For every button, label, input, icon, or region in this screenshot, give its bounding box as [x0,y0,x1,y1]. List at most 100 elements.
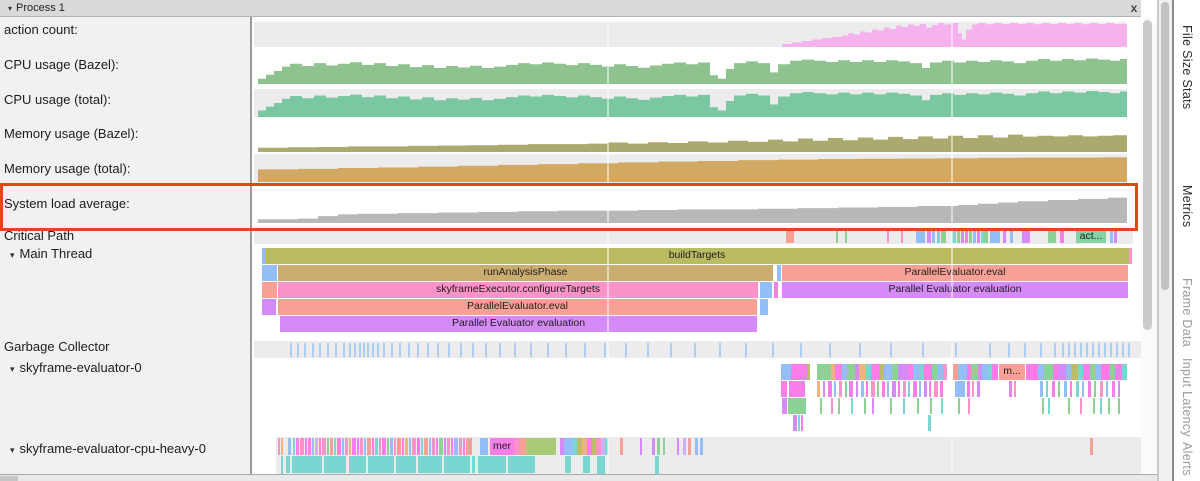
counter-chart-action-count[interactable] [258,22,1127,47]
trace-slice-parallel-evaluator-evaluation[interactable]: Parallel Evaluator evaluation [782,282,1128,298]
gc-tick[interactable] [625,343,627,357]
trace-slice[interactable] [342,438,344,455]
gc-tick[interactable] [1040,343,1042,357]
trace-slice[interactable] [688,438,691,455]
trace-slice[interactable] [1088,381,1091,397]
trace-slice[interactable] [1026,364,1038,380]
gc-tick[interactable] [745,343,747,357]
trace-slice[interactable] [839,381,842,397]
tab-frame-data[interactable]: Frame Data [1180,278,1194,347]
trace-slice[interactable] [402,438,404,455]
gc-tick[interactable] [290,343,292,357]
trace-slice-m[interactable]: m... [999,364,1025,380]
trace-slice[interactable] [898,364,908,380]
trace-slice[interactable] [924,364,932,380]
counter-chart-cpu-usage-total[interactable] [258,89,1127,117]
trace-slice[interactable] [605,438,608,455]
trace-slice[interactable] [969,230,972,243]
trace-slice[interactable] [1078,364,1083,380]
trace-slice[interactable] [349,456,366,473]
trace-slice[interactable] [920,364,924,380]
trace-slice[interactable] [952,230,956,243]
trace-slice[interactable] [360,438,363,455]
trace-slice[interactable] [937,230,940,243]
expand-arrow-icon[interactable]: ▾ [10,364,15,374]
trace-slice[interactable] [1110,364,1115,380]
gc-tick[interactable] [800,343,802,357]
trace-slice[interactable] [583,456,590,473]
trace-slice[interactable] [352,438,356,455]
gc-tick[interactable] [383,343,385,357]
trace-slice[interactable] [981,230,984,243]
trace-slice[interactable] [1122,364,1127,380]
trace-slice[interactable] [919,381,921,397]
trace-slice[interactable] [861,381,864,397]
trace-slice[interactable] [817,364,831,380]
horizontal-scrollbar[interactable] [0,474,1157,481]
trace-slice[interactable] [1082,381,1084,397]
gc-tick[interactable] [1098,343,1100,357]
gc-tick[interactable] [955,343,957,357]
trace-slice[interactable] [884,364,892,380]
trace-slice[interactable] [866,364,871,380]
trace-slice[interactable] [278,438,280,455]
trace-slice[interactable] [988,364,992,380]
trace-slice-act[interactable]: act... [1076,230,1106,243]
gc-tick[interactable] [1054,343,1056,357]
trace-slice[interactable] [262,299,276,315]
trace-slice[interactable] [364,438,366,455]
trace-slice[interactable] [856,381,858,397]
trace-slice[interactable] [1100,398,1102,414]
track-label-main-thread[interactable]: ▾ Main Thread [10,247,92,262]
gc-tick[interactable] [530,343,532,357]
trace-slice[interactable] [472,456,475,473]
trace-slice[interactable] [831,364,835,380]
trace-slice[interactable] [296,438,299,455]
trace-slice[interactable] [1110,230,1113,243]
trace-slice[interactable] [308,438,311,455]
trace-slice[interactable] [330,438,333,455]
gc-tick[interactable] [354,343,356,357]
trace-slice[interactable] [262,265,277,281]
trace-slice[interactable] [345,438,348,455]
gc-tick[interactable] [1024,343,1026,357]
trace-slice[interactable] [789,381,805,397]
trace-slice[interactable] [913,364,920,380]
trace-slice[interactable] [655,456,659,474]
trace-slice-skyframeexecutor-configuretargets[interactable]: skyframeExecutor.configureTargets [278,282,758,298]
gc-tick[interactable] [859,343,861,357]
gc-tick[interactable] [343,343,345,357]
trace-slice[interactable] [454,438,458,455]
gc-tick[interactable] [359,343,361,357]
trace-slice[interactable] [281,438,283,455]
trace-slice[interactable] [941,398,943,414]
gc-tick[interactable] [1008,343,1010,357]
trace-slice[interactable] [788,398,806,414]
trace-slice[interactable] [978,364,982,380]
trace-slice[interactable] [782,398,787,414]
vertical-scrollbar-thumb[interactable] [1143,20,1152,330]
trace-slice[interactable] [977,230,980,243]
gc-tick[interactable] [391,343,393,357]
gc-tick[interactable] [1104,343,1106,357]
trace-slice[interactable] [943,364,947,380]
trace-slice[interactable] [432,438,435,455]
trace-slice[interactable] [834,381,836,397]
gc-tick[interactable] [565,343,567,357]
timeline-content[interactable]: buildTargets runAnalysisPhase ParallelEval… [252,17,1141,474]
tab-input-latency[interactable]: Input Latency [1180,358,1194,437]
trace-slice[interactable] [526,438,556,455]
trace-slice[interactable] [887,230,889,243]
trace-slice[interactable] [965,230,968,243]
page-scrollbar-thumb[interactable] [1161,2,1169,290]
trace-slice[interactable] [375,438,378,455]
gc-tick[interactable] [417,343,419,357]
trace-slice[interactable] [1094,381,1096,397]
trace-slice[interactable] [315,438,318,455]
trace-slice[interactable] [663,438,665,455]
trace-slice[interactable] [1009,381,1012,397]
gc-tick[interactable] [372,343,374,357]
trace-slice[interactable] [1112,381,1115,397]
trace-slice[interactable] [1114,230,1117,243]
trace-slice[interactable] [990,230,1000,243]
